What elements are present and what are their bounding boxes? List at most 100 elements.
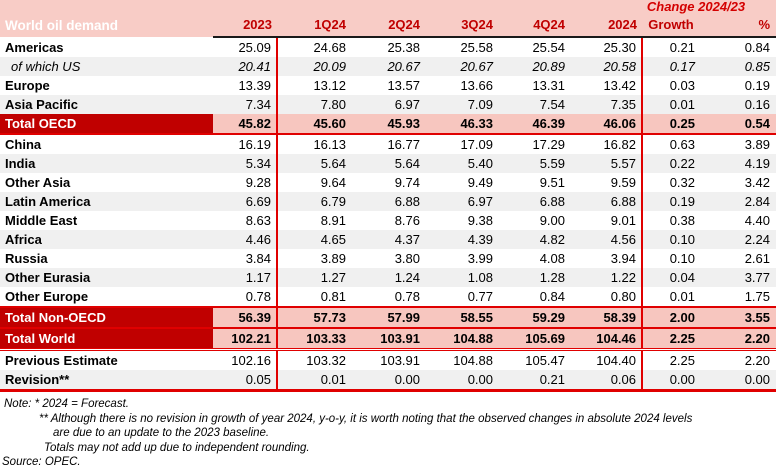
cell-1q24: 8.91 [320,213,346,228]
col-header-2023: 2023 [213,14,277,38]
cell-1q24: 7.80 [277,95,351,114]
source-line: Source: OPEC. [2,456,81,465]
cell-1q24: 0.81 [320,289,346,304]
cell-growth: 2.25 [642,328,700,351]
table-row: Europe 13.39 13.12 13.57 13.66 13.31 13.42 0.03… [0,76,776,95]
cell-4q24: 4.82 [498,230,570,249]
cell-4q24: 59.29 [498,306,570,329]
cell-2024: 13.42 [570,76,643,95]
col-header-2024: 2024 [570,14,642,38]
cell-2023: 5.34 [213,154,278,173]
cell-2024: 104.40 [570,349,643,370]
cell-2024: 4.56 [570,230,643,249]
cell-2024: 25.30 [570,37,643,57]
table-row: of which US 20.41 20.09 20.67 20.67 20.89 20.5… [0,57,776,76]
cell-growth: 0.01 [669,289,695,304]
row-label: China [5,137,42,152]
cell-2q24: 3.80 [394,251,420,266]
cell-1q24: 24.68 [313,40,346,55]
cell-2q24: 8.76 [394,213,420,228]
cell-2023: 0.78 [213,287,278,307]
cell-4q24: 105.47 [525,353,565,368]
cell-pct: 0.85 [700,57,776,76]
column-header-row: 2023 1Q24 2Q24 3Q24 4Q24 2024 Growth % [0,14,776,38]
header-band-row: World oil demand Change 2024/23 [0,0,776,37]
cell-2q24: 5.64 [351,154,425,173]
col-header-growth: Growth [642,14,700,38]
cell-2q24: 0.78 [394,289,420,304]
cell-4q24: 105.69 [498,328,570,351]
cell-pct: 2.20 [744,353,770,368]
cell-1q24: 16.13 [313,137,346,152]
cell-4q24: 13.31 [532,78,565,93]
cell-pct: 3.77 [700,268,776,287]
col-header-percent: % [700,14,776,38]
cell-3q24: 58.55 [425,306,498,329]
row-label: Europe [5,78,50,93]
cell-3q24: 0.00 [425,370,498,392]
col-header-1q24: 1Q24 [277,14,351,38]
row-label: Other Eurasia [0,268,213,287]
table-row: Revision** 0.05 0.01 0.00 0.00 0.21 0.06 0.00 0.… [0,370,776,392]
table-row: Other Eurasia 1.17 1.27 1.24 1.08 1.28 1.22 0.0… [0,268,776,287]
row-label: Total World [0,328,213,351]
cell-growth: 0.17 [642,57,700,76]
cell-4q24: 20.89 [498,57,570,76]
world-oil-demand-table: World oil demand Change 2024/23 2023 1Q2… [0,0,776,392]
cell-pct: 0.00 [700,370,776,392]
row-label: Latin America [0,192,213,211]
table-row: Asia Pacific 7.34 7.80 6.97 7.09 7.54 7.35 0.01… [0,95,776,114]
cell-pct: 4.40 [744,213,770,228]
cell-3q24: 1.08 [425,268,498,287]
row-label: Total Non-OECD [0,306,213,329]
cell-3q24: 9.38 [467,213,493,228]
cell-2023: 6.69 [213,192,278,211]
cell-4q24: 9.51 [539,175,565,190]
table-row: Total OECD 45.82 45.60 45.93 46.33 46.39 46.06… [0,114,776,135]
footnote-line: are due to an update to the 2023 baselin… [53,427,270,439]
cell-2023: 25.09 [213,37,278,57]
cell-growth: 0.04 [642,268,700,287]
row-label: Previous Estimate [5,353,118,368]
table-row: Other Asia 9.28 9.64 9.74 9.49 9.51 9.59 0.32 3.… [0,173,776,192]
cell-2q24: 1.24 [351,268,425,287]
cell-pct: 0.16 [700,95,776,114]
cell-2023: 0.05 [213,370,278,392]
cell-2023: 7.34 [213,95,278,114]
cell-1q24: 0.01 [277,370,351,392]
cell-1q24: 1.27 [277,268,351,287]
cell-3q24: 13.66 [460,78,493,93]
cell-2023: 1.17 [213,268,278,287]
footnotes: Note: * 2024 = Forecast. ** Although the… [0,392,776,465]
cell-1q24: 20.09 [277,57,351,76]
col-header-4q24: 4Q24 [498,14,570,38]
col-header-2q24: 2Q24 [351,14,425,38]
cell-pct: 0.84 [744,40,770,55]
row-label: Other Europe [5,289,89,304]
cell-growth: 0.21 [669,40,695,55]
cell-2024: 0.06 [570,370,643,392]
cell-growth: 0.25 [642,114,700,135]
cell-3q24: 104.88 [453,353,493,368]
cell-pct: 2.84 [700,192,776,211]
row-label: Russia [5,251,48,266]
cell-2q24: 20.67 [351,57,425,76]
cell-4q24: 0.84 [539,289,565,304]
table-row: Other Europe 0.78 0.81 0.78 0.77 0.84 0.80 0.01… [0,287,776,307]
cell-pct: 4.19 [700,154,776,173]
cell-3q24: 25.58 [460,40,493,55]
cell-growth: 0.38 [669,213,695,228]
cell-3q24: 4.39 [425,230,498,249]
footnote-line: ** Although there is no revision in grow… [39,412,693,425]
cell-1q24: 6.79 [277,192,351,211]
cell-3q24: 9.49 [467,175,493,190]
row-label: Middle East [5,213,78,228]
change-header: Change 2024/23 [642,0,776,14]
footnote-line: Totals may not add up due to independent… [44,441,310,454]
cell-2023: 56.39 [213,306,278,329]
cell-growth: 0.10 [642,230,700,249]
cell-2024: 9.59 [570,173,643,192]
row-label: Other Asia [5,175,71,190]
cell-2023: 4.46 [213,230,278,249]
